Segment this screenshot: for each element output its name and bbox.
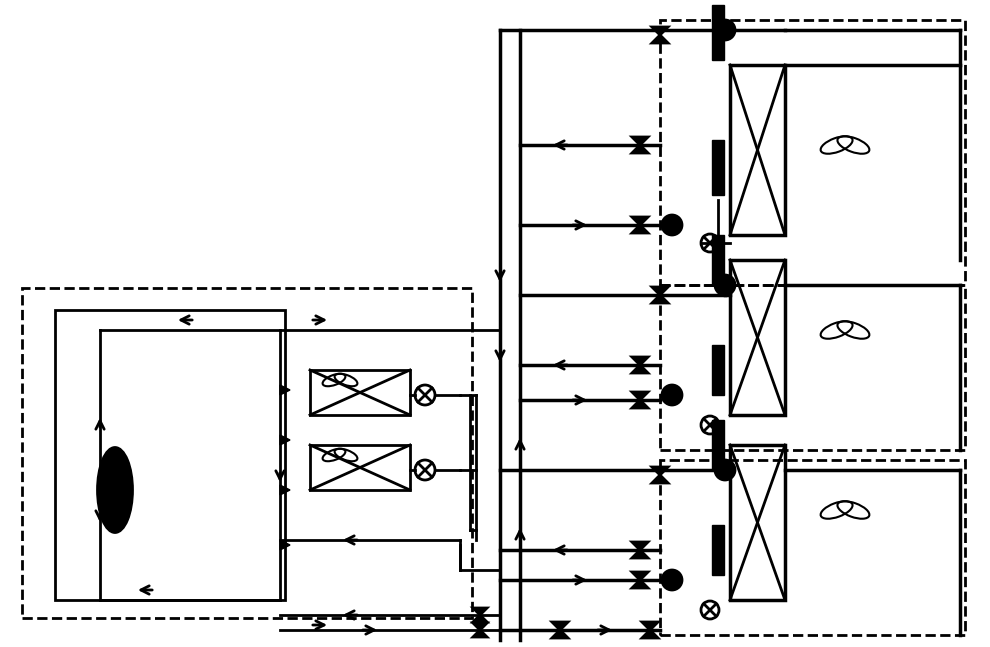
- Polygon shape: [652, 35, 668, 43]
- Bar: [660, 20, 965, 285]
- Polygon shape: [632, 145, 648, 153]
- Polygon shape: [652, 467, 668, 475]
- Polygon shape: [652, 475, 668, 483]
- Polygon shape: [632, 357, 648, 365]
- Bar: [712, 5, 724, 60]
- Polygon shape: [632, 137, 648, 145]
- Polygon shape: [652, 27, 668, 35]
- Bar: [712, 235, 724, 285]
- Circle shape: [715, 275, 735, 295]
- Bar: [310, 445, 410, 490]
- Polygon shape: [632, 217, 648, 225]
- Polygon shape: [642, 630, 658, 638]
- Polygon shape: [652, 295, 668, 303]
- Bar: [712, 345, 724, 395]
- Bar: [730, 260, 785, 415]
- Bar: [730, 65, 785, 235]
- Ellipse shape: [97, 448, 133, 532]
- Polygon shape: [280, 540, 290, 550]
- Polygon shape: [652, 287, 668, 295]
- Polygon shape: [280, 485, 290, 495]
- Circle shape: [662, 570, 682, 590]
- Polygon shape: [632, 400, 648, 408]
- Bar: [55, 310, 285, 600]
- Circle shape: [715, 20, 735, 40]
- Polygon shape: [552, 622, 568, 630]
- Polygon shape: [473, 615, 487, 622]
- Polygon shape: [632, 392, 648, 400]
- Bar: [310, 370, 410, 415]
- Circle shape: [662, 215, 682, 235]
- Bar: [730, 445, 785, 600]
- Bar: [712, 140, 724, 195]
- Polygon shape: [552, 630, 568, 638]
- Bar: [22, 288, 472, 618]
- Polygon shape: [473, 630, 487, 637]
- Polygon shape: [632, 572, 648, 580]
- Polygon shape: [632, 550, 648, 558]
- Bar: [660, 460, 965, 635]
- Polygon shape: [632, 365, 648, 373]
- Polygon shape: [642, 622, 658, 630]
- Bar: [712, 525, 724, 575]
- Polygon shape: [632, 542, 648, 550]
- Bar: [712, 420, 724, 470]
- Polygon shape: [632, 225, 648, 233]
- Polygon shape: [632, 580, 648, 588]
- Circle shape: [662, 385, 682, 405]
- Polygon shape: [280, 435, 290, 445]
- Circle shape: [715, 460, 735, 480]
- Polygon shape: [473, 608, 487, 615]
- Bar: [660, 285, 965, 450]
- Polygon shape: [280, 385, 290, 395]
- Polygon shape: [473, 623, 487, 630]
